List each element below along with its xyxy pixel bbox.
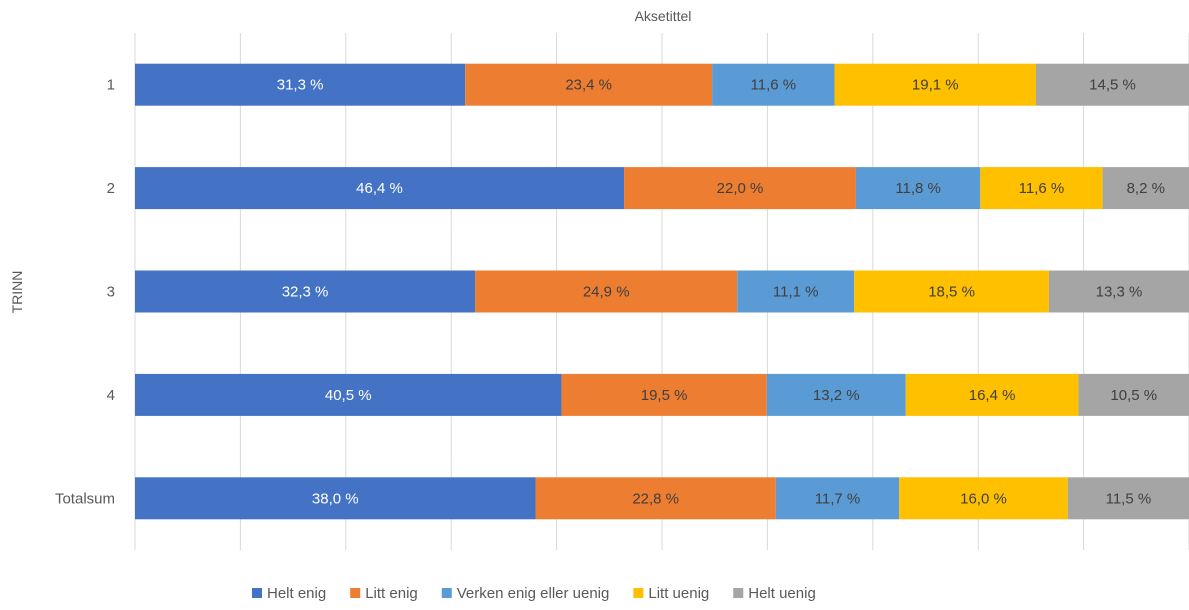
y-axis-title: TRINN: [9, 271, 25, 314]
bar-segments: 31,3 % 23,4 % 11,6 % 19,1 % 14,5 % 46,4 % 22,0…: [135, 63, 1189, 520]
data-label: 31,3 %: [277, 77, 324, 94]
data-label: 22,8 %: [632, 490, 679, 507]
bar-segment: [135, 167, 625, 210]
bar-segment: [475, 270, 738, 313]
data-label: 13,2 %: [813, 387, 860, 404]
legend-swatch: [252, 588, 262, 598]
bar-segment: [535, 477, 776, 520]
legend: Helt enig Litt enig Verken enig eller ueni…: [252, 585, 816, 602]
bar-segment: [624, 167, 856, 210]
data-label: 32,3 %: [282, 284, 329, 301]
bar-segment: [712, 63, 835, 106]
bar-segment: [905, 373, 1079, 416]
data-label: 13,3 %: [1096, 284, 1143, 301]
bar-segment: [135, 477, 536, 520]
bar-segment: [855, 167, 981, 210]
bar-segment: [980, 167, 1103, 210]
data-label: 22,0 %: [717, 180, 764, 197]
bar-segment: [1102, 167, 1189, 210]
category-label: Totalsum: [55, 490, 115, 507]
category-label: 2: [107, 180, 115, 197]
bar-segment: [135, 63, 466, 106]
data-label: 23,4 %: [565, 77, 612, 94]
bar-segment: [899, 477, 1068, 520]
bar-segment: [1078, 373, 1189, 416]
data-label: 11,1 %: [773, 284, 819, 301]
data-label: 19,5 %: [641, 387, 688, 404]
data-label: 19,1 %: [912, 77, 959, 94]
bar-segment: [854, 270, 1049, 313]
bar-segment: [766, 373, 906, 416]
legend-label: Litt uenig: [648, 585, 709, 602]
data-label: 11,7 %: [815, 490, 861, 507]
legend-swatch: [633, 588, 644, 598]
bar-segment: [135, 373, 562, 416]
legend-label: Verken enig eller uenig: [457, 585, 610, 602]
legend-swatch: [350, 588, 361, 598]
legend-label: Helt uenig: [748, 585, 816, 602]
category-label: 3: [107, 284, 115, 301]
bar-segment: [465, 63, 713, 106]
data-label: 10,5 %: [1110, 387, 1157, 404]
bar-segment: [1036, 63, 1189, 106]
data-label: 24,9 %: [583, 284, 630, 301]
bar-segment: [775, 477, 900, 520]
data-label: 18,5 %: [928, 284, 975, 301]
data-label: 11,5 %: [1106, 490, 1152, 507]
category-label: 1: [107, 77, 115, 94]
category-labels: 1 2 3 4 Totalsum: [55, 77, 115, 508]
data-label: 11,6 %: [751, 77, 797, 94]
data-label: 16,4 %: [969, 387, 1016, 404]
x-axis-title: Aksetittel: [635, 8, 692, 24]
data-label: 14,5 %: [1089, 77, 1136, 94]
bar-segment: [1067, 477, 1189, 520]
bar-segment: [1048, 270, 1189, 313]
data-label: 38,0 %: [312, 490, 359, 507]
category-label: 4: [107, 387, 115, 404]
data-label: 40,5 %: [325, 387, 372, 404]
data-label: 8,2 %: [1127, 180, 1165, 197]
legend-swatch: [733, 588, 744, 598]
data-label: 11,6 %: [1019, 180, 1065, 197]
legend-swatch: [441, 588, 452, 598]
legend-label: Helt enig: [267, 585, 326, 602]
data-label: 46,4 %: [356, 180, 403, 197]
bar-segment: [135, 270, 476, 313]
bar-segment: [737, 270, 855, 313]
data-label: 16,0 %: [960, 490, 1007, 507]
data-label: 11,8 %: [895, 180, 941, 197]
bar-segment: [834, 63, 1037, 106]
bar-segment: [561, 373, 767, 416]
legend-label: Litt enig: [365, 585, 418, 602]
